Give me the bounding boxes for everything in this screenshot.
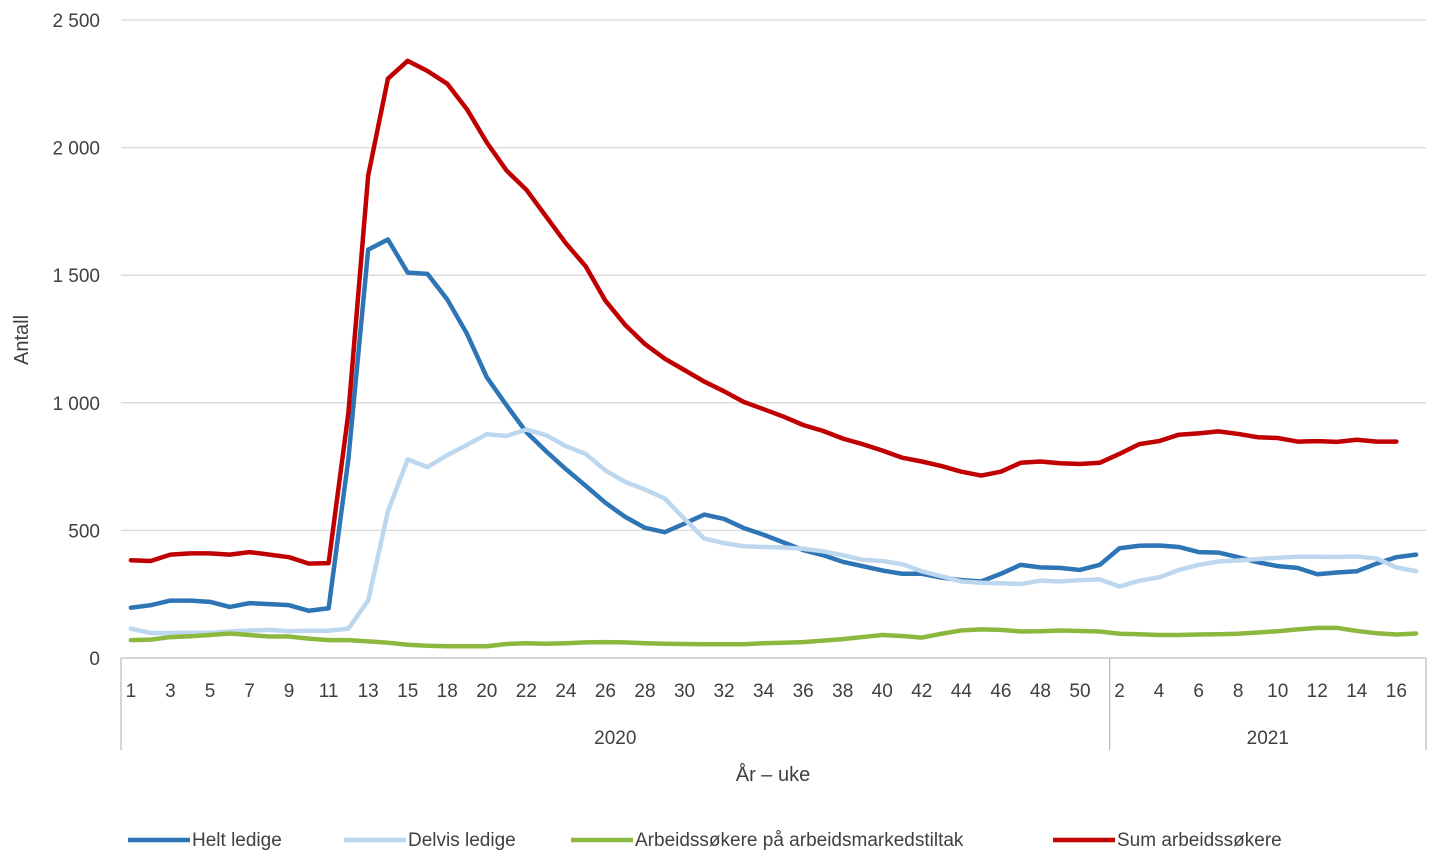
x-tick-label: 20	[476, 681, 497, 702]
x-tick-label: 38	[832, 681, 853, 702]
x-tick-label: 40	[872, 681, 893, 702]
x-tick-label: 32	[713, 681, 734, 702]
x-tick-label: 14	[1346, 681, 1368, 702]
y-tick-label: 2 500	[52, 11, 100, 32]
x-tick-label: 46	[990, 681, 1011, 702]
x-tick-label: 36	[793, 681, 814, 702]
gridlines	[121, 19, 1426, 532]
x-tick-label: 5	[205, 681, 216, 702]
y-tick-label: 1 500	[52, 266, 100, 287]
x-group-label: 2021	[1247, 728, 1289, 749]
y-tick-label: 500	[68, 521, 100, 542]
x-tick-label: 22	[516, 681, 537, 702]
legend: Helt ledige Delvis ledige Arbeidssøkere på…	[128, 830, 1282, 851]
y-tick-labels: 0 500 1 000 1 500 2 000 2 500	[52, 11, 100, 670]
x-tick-label: 18	[437, 681, 458, 702]
series-lines	[128, 58, 1419, 649]
x-group-label: 2020	[594, 728, 636, 749]
x-tick-label: 8	[1233, 681, 1244, 702]
x-tick-label: 7	[244, 681, 255, 702]
series-line-1	[128, 237, 1419, 614]
x-group-labels: 2020 2021	[594, 728, 1289, 749]
x-tick-label: 48	[1030, 681, 1051, 702]
x-tick-label: 1	[126, 681, 137, 702]
x-tick-label: 11	[319, 681, 339, 702]
x-tick-label: 12	[1307, 681, 1328, 702]
y-tick-label: 0	[89, 649, 100, 670]
x-tick-label: 24	[555, 681, 577, 702]
legend-label: Arbeidssøkere på arbeidsmarkedstiltak	[635, 830, 964, 851]
x-tick-label: 28	[634, 681, 655, 702]
series-line-3	[128, 625, 1419, 649]
x-tick-label: 44	[951, 681, 973, 702]
x-tick-label: 30	[674, 681, 695, 702]
x-tick-label: 6	[1193, 681, 1204, 702]
y-tick-label: 2 000	[52, 139, 100, 160]
x-axis-label: År – uke	[736, 763, 810, 786]
x-tick-label: 26	[595, 681, 616, 702]
x-tick-label: 50	[1069, 681, 1090, 702]
x-tick-label: 10	[1267, 681, 1288, 702]
x-tick-label: 9	[284, 681, 295, 702]
x-tick-label: 2	[1114, 681, 1125, 702]
legend-label: Sum arbeidssøkere	[1117, 830, 1282, 851]
y-axis-label: Antall	[11, 315, 33, 365]
x-tick-label: 3	[165, 681, 176, 702]
x-tick-label: 13	[358, 681, 379, 702]
y-tick-label: 1 000	[52, 394, 100, 415]
x-tick-label: 15	[397, 681, 418, 702]
x-tick-label: 34	[753, 681, 775, 702]
x-tick-label: 42	[911, 681, 932, 702]
series-line-4	[128, 58, 1399, 566]
x-tick-label: 16	[1386, 681, 1407, 702]
legend-label: Delvis ledige	[408, 830, 516, 851]
x-tick-label: 4	[1154, 681, 1165, 702]
legend-label: Helt ledige	[192, 830, 282, 851]
x-axis: 1 3 5 7 9 11 13 15 18 20 22 24 26 28 30 32 34 36 38 40 42 44 4…	[120, 657, 1427, 750]
series-line-2	[128, 427, 1419, 636]
